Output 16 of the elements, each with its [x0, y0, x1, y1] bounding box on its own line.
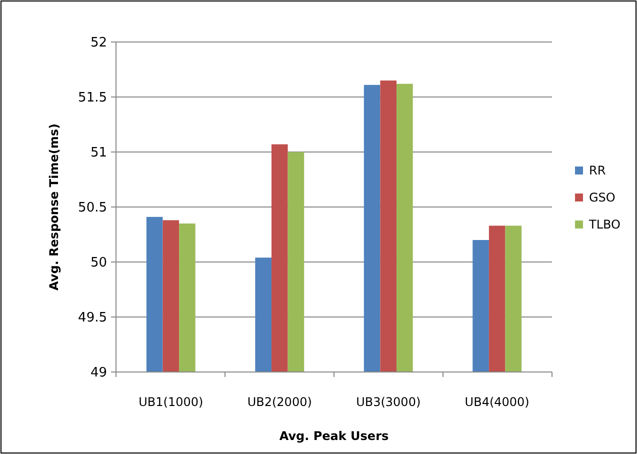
x-axis-title: Avg. Peak Users	[279, 429, 389, 443]
legend-label: GSO	[589, 190, 616, 205]
y-tick-label: 50.5	[78, 200, 107, 216]
y-tick-label: 51	[90, 146, 107, 161]
legend-label: RR	[589, 164, 606, 178]
x-tick-label: UB1(1000)	[138, 395, 204, 409]
x-tick-label: UB3(3000)	[356, 395, 421, 409]
y-tick-label: 49	[90, 366, 107, 381]
y-tick-label: 52	[90, 36, 107, 51]
y-tick-label: 49.5	[78, 310, 107, 326]
x-tick-label: UB2(2000)	[247, 395, 312, 409]
y-axis-title: Avg. Response Time(ms)	[47, 124, 61, 290]
y-tick-label: 51.5	[78, 90, 107, 106]
x-tick-label: UB4(4000)	[464, 395, 530, 409]
y-tick-label: 50	[90, 256, 107, 271]
legend-label: TLBO	[588, 218, 620, 232]
